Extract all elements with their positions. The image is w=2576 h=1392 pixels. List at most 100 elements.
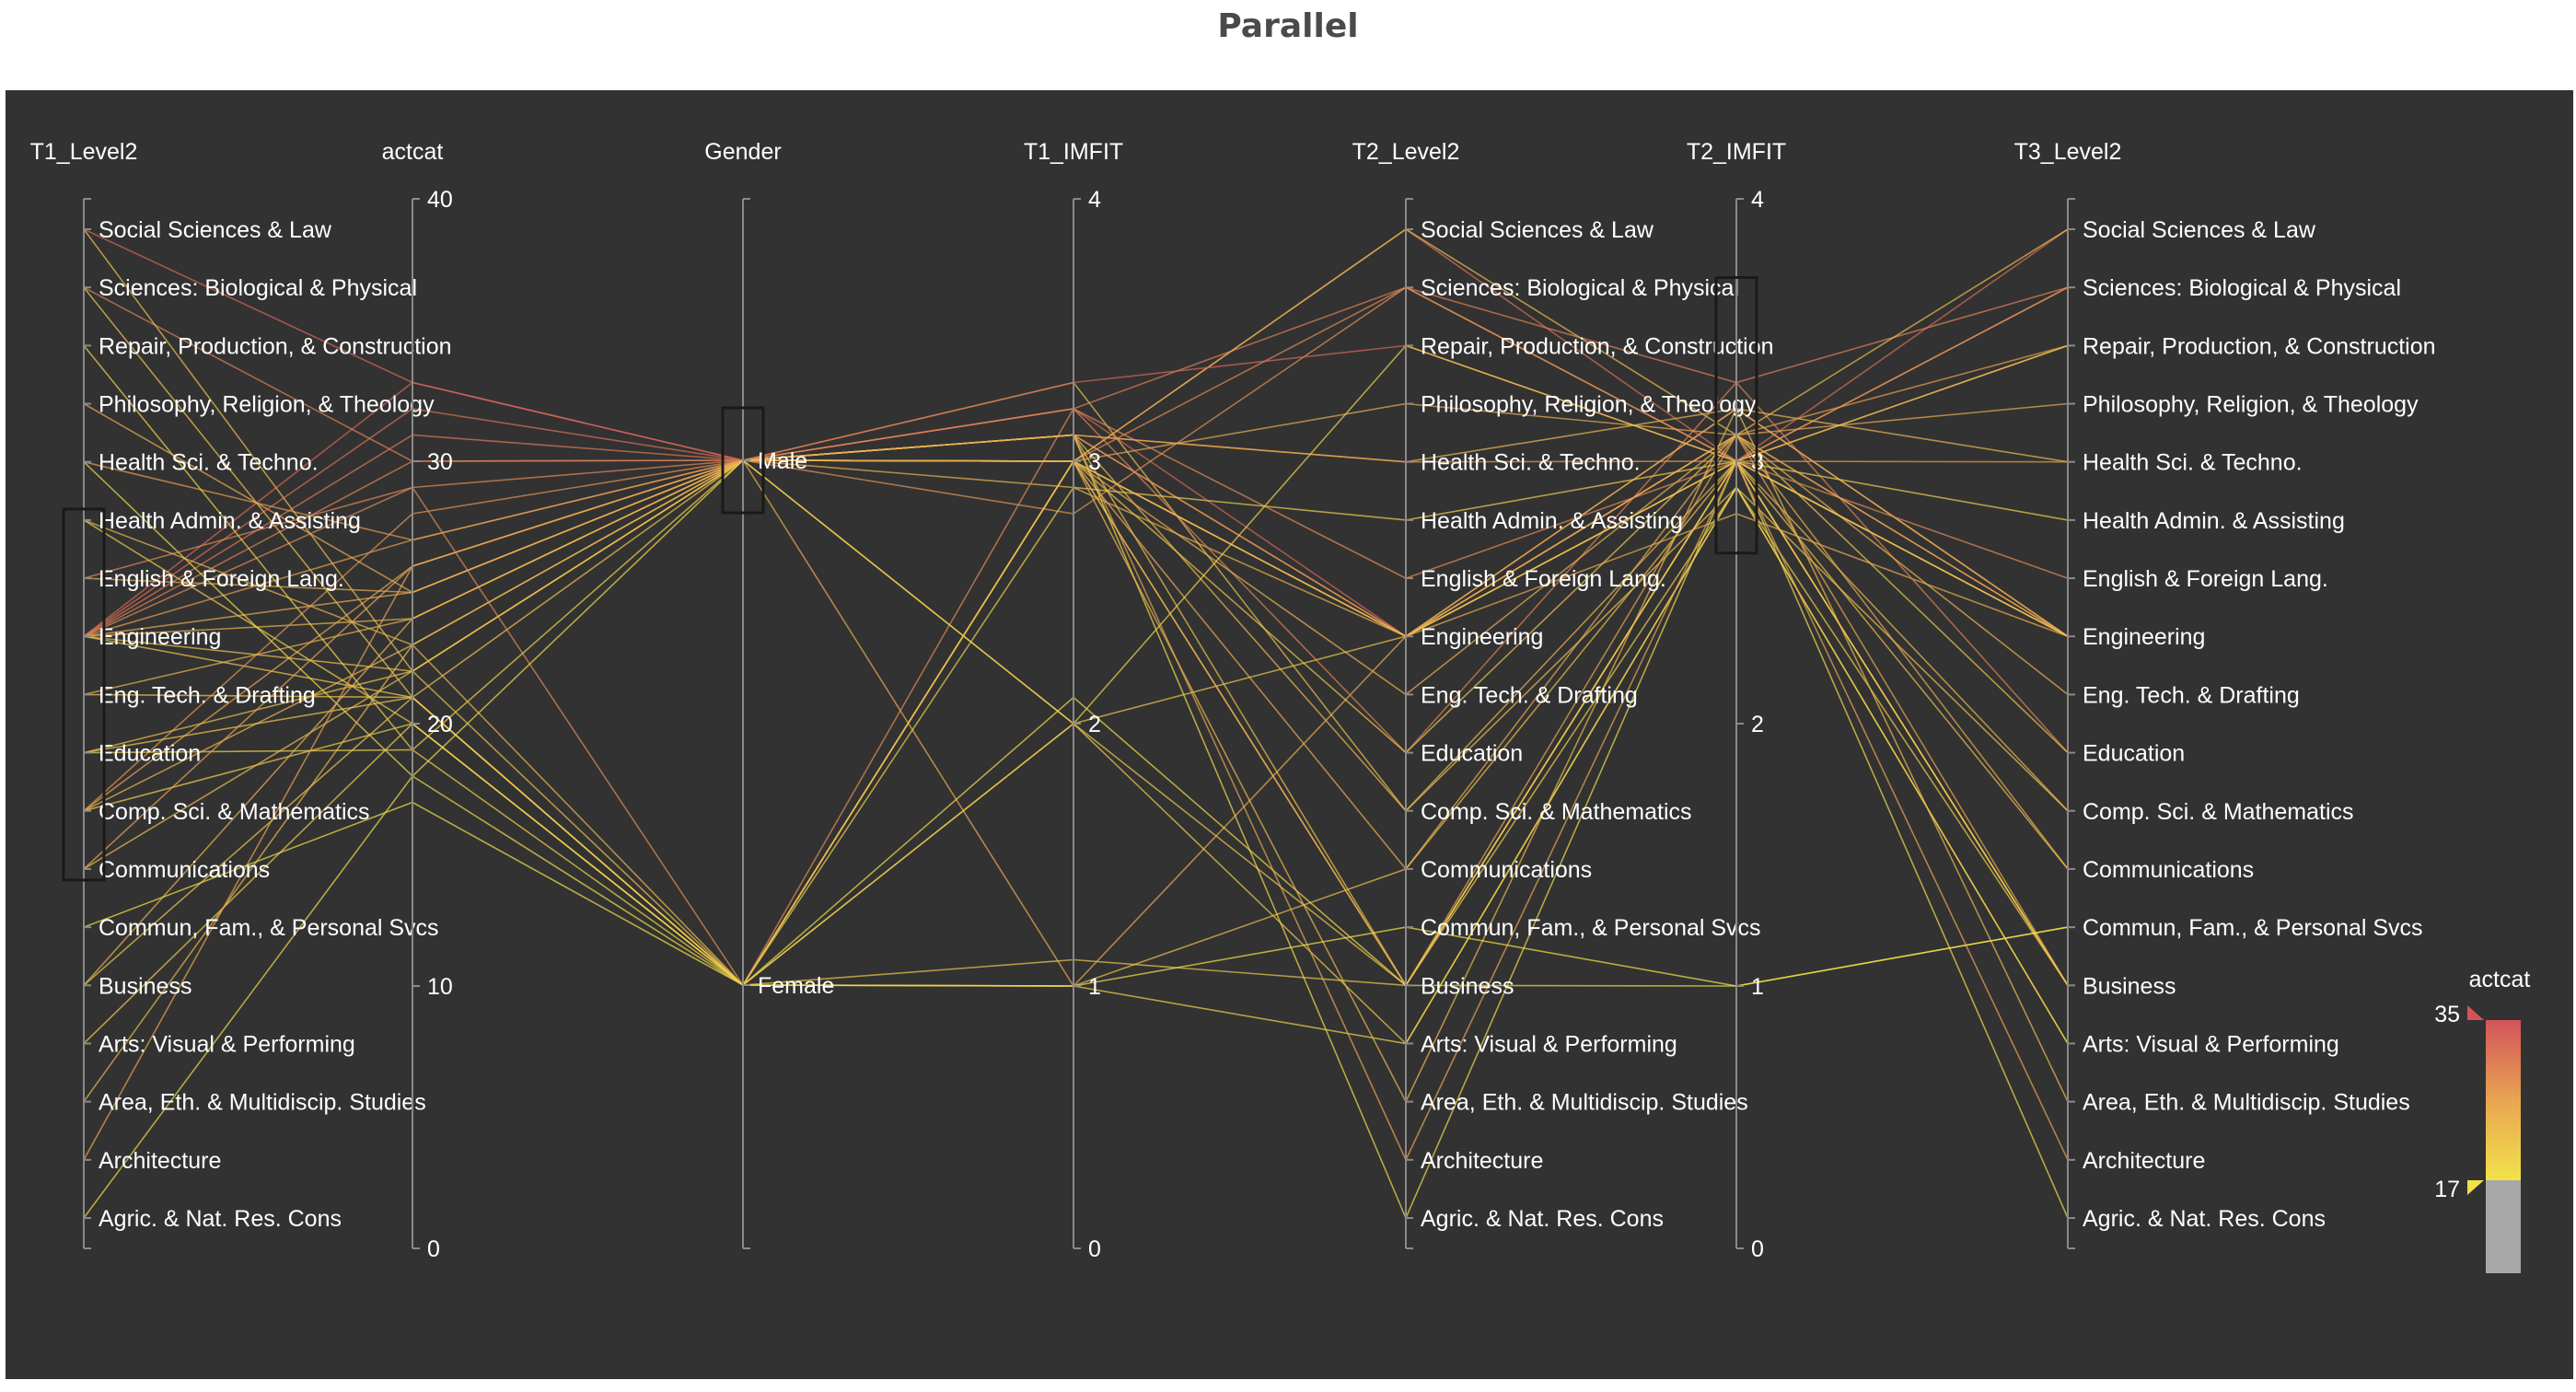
- tick-label: Philosophy, Religion, & Theology: [1421, 392, 1757, 418]
- tick-label: Health Sci. & Techno.: [1421, 450, 1641, 476]
- tick-label: Business: [1421, 973, 1514, 999]
- tick-label: Commun, Fam., & Personal Svcs: [1421, 915, 1761, 941]
- chart-panel: T1_Level2 Social Sciences & Law Sciences: …: [6, 90, 2573, 1379]
- axis-title: T1_Level2: [30, 139, 138, 165]
- tick-label: Area, Eth. & Multidiscip. Studies: [99, 1090, 426, 1116]
- tick-label: Communications: [2083, 857, 2254, 883]
- tick-label: 20: [427, 712, 453, 737]
- color-scale-bar[interactable]: [2486, 1020, 2521, 1180]
- tick-label: Architecture: [2083, 1148, 2205, 1174]
- record-line: [83, 402, 2069, 594]
- tick-label: Engineering: [2083, 624, 2205, 650]
- tick-label: Health Sci. & Techno.: [2083, 450, 2303, 476]
- tick-label: Philosophy, Religion, & Theology: [99, 392, 435, 418]
- tick-label: Sciences: Biological & Physical: [1421, 275, 1739, 301]
- axis-title: T2_IMFIT: [1687, 139, 1786, 165]
- record-line: [83, 458, 2069, 725]
- axis-t1-imfit[interactable]: T1_IMFIT 0 1 2 3 4: [1024, 139, 1123, 1262]
- tick-label: Male: [758, 448, 807, 474]
- axes: T1_Level2 Social Sciences & Law Sciences: …: [30, 139, 2436, 1262]
- tick-label: 3: [1088, 449, 1101, 475]
- tick-label: Repair, Production, & Construction: [99, 333, 452, 359]
- tick-label: Health Admin. & Assisting: [2083, 508, 2345, 534]
- tick-label: Area, Eth. & Multidiscip. Studies: [2083, 1090, 2410, 1116]
- tick-label: Architecture: [1421, 1148, 1543, 1174]
- scale-max-label: 35: [2434, 1002, 2460, 1027]
- parallel-coordinates-plot: T1_Level2 Social Sciences & Law Sciences: …: [30, 139, 2530, 1273]
- tick-label: 10: [427, 974, 453, 1000]
- tick-label: 0: [427, 1236, 440, 1262]
- record-line: [83, 801, 2069, 987]
- axis-brush[interactable]: [62, 507, 106, 882]
- tick-label: Engineering: [1421, 624, 1543, 650]
- tick-label: Agric. & Nat. Res. Cons: [2083, 1206, 2326, 1232]
- tick-label: Health Sci. & Techno.: [99, 450, 319, 476]
- tick-label: Repair, Production, & Construction: [1421, 333, 1774, 359]
- color-scale[interactable]: actcat 35 17: [2434, 967, 2530, 1273]
- tick-label: Social Sciences & Law: [1421, 217, 1654, 243]
- record-line: [83, 434, 2069, 986]
- tick-label: English & Foreign Lang.: [2083, 566, 2328, 592]
- tick-label: 30: [427, 449, 453, 475]
- axis-actcat[interactable]: actcat 0 10 20 30 40: [382, 139, 453, 1262]
- tick-label: 1: [1088, 974, 1101, 1000]
- tick-label: Health Admin. & Assisting: [99, 508, 361, 534]
- axis-brush[interactable]: [721, 406, 765, 515]
- scale-min-label: 17: [2434, 1177, 2460, 1202]
- tick-label: Education: [99, 741, 201, 767]
- tick-label: Area, Eth. & Multidiscip. Studies: [1421, 1090, 1748, 1116]
- scale-min-handle[interactable]: [2467, 1180, 2484, 1195]
- record-line: [83, 434, 2069, 987]
- tick-label: 40: [427, 187, 453, 213]
- tick-label: Repair, Production, & Construction: [2083, 333, 2436, 359]
- scale-max-handle[interactable]: [2467, 1005, 2484, 1020]
- tick-label: Comp. Sci. & Mathematics: [2083, 799, 2354, 825]
- tick-label: Commun, Fam., & Personal Svcs: [99, 915, 439, 941]
- tick-label: Communications: [99, 857, 270, 883]
- axis-t1-level2[interactable]: T1_Level2 Social Sciences & Law Sciences: …: [30, 139, 452, 1249]
- tick-label: 2: [1088, 712, 1101, 737]
- tick-label: Agric. & Nat. Res. Cons: [1421, 1206, 1664, 1232]
- tick-label: Social Sciences & Law: [99, 217, 332, 243]
- tick-label: Arts: Visual & Performing: [2083, 1031, 2339, 1057]
- tick-label: Education: [2083, 741, 2185, 767]
- tick-label: Communications: [1421, 857, 1592, 883]
- record-line: [83, 434, 2069, 871]
- axis-title: Gender: [704, 139, 781, 165]
- tick-label: Philosophy, Religion, & Theology: [2083, 392, 2419, 418]
- tick-label: 4: [1751, 187, 1764, 213]
- tick-label: Arts: Visual & Performing: [99, 1031, 355, 1057]
- tick-label: Arts: Visual & Performing: [1421, 1031, 1677, 1057]
- tick-label: 0: [1751, 1236, 1764, 1262]
- tick-label: Comp. Sci. & Mathematics: [1421, 799, 1692, 825]
- axis-title: T3_Level2: [2014, 139, 2122, 165]
- tick-label: Commun, Fam., & Personal Svcs: [2083, 915, 2423, 941]
- tick-label: Eng. Tech. & Drafting: [2083, 682, 2300, 708]
- color-scale-title: actcat: [2469, 967, 2531, 992]
- tick-label: Business: [2083, 973, 2176, 999]
- record-line: [83, 434, 2069, 987]
- axis-t3-level2[interactable]: T3_Level2 Social Sciences & Law Sciences: …: [2014, 139, 2436, 1249]
- tick-label: Agric. & Nat. Res. Cons: [99, 1206, 342, 1232]
- tick-label: Sciences: Biological & Physical: [99, 275, 417, 301]
- tick-label: English & Foreign Lang.: [1421, 566, 1666, 592]
- tick-label: 4: [1088, 187, 1101, 213]
- axis-title: actcat: [382, 139, 444, 165]
- tick-label: Social Sciences & Law: [2083, 217, 2316, 243]
- axis-brush[interactable]: [1714, 276, 1758, 555]
- tick-label: Eng. Tech. & Drafting: [1421, 682, 1638, 708]
- tick-label: Sciences: Biological & Physical: [2083, 275, 2401, 301]
- tick-label: Eng. Tech. & Drafting: [99, 682, 316, 708]
- tick-label: Female: [758, 973, 834, 999]
- tick-label: Education: [1421, 741, 1523, 767]
- axis-title: T1_IMFIT: [1024, 139, 1123, 165]
- axis-gender[interactable]: Gender Male Female: [704, 139, 834, 1249]
- tick-label: Engineering: [99, 624, 221, 650]
- axis-title: T2_Level2: [1352, 139, 1460, 165]
- chart-title: Parallel: [1217, 7, 1359, 45]
- tick-label: Comp. Sci. & Mathematics: [99, 799, 370, 825]
- tick-label: 2: [1751, 712, 1764, 737]
- tick-label: Health Admin. & Assisting: [1421, 508, 1683, 534]
- record-line: [83, 433, 2069, 987]
